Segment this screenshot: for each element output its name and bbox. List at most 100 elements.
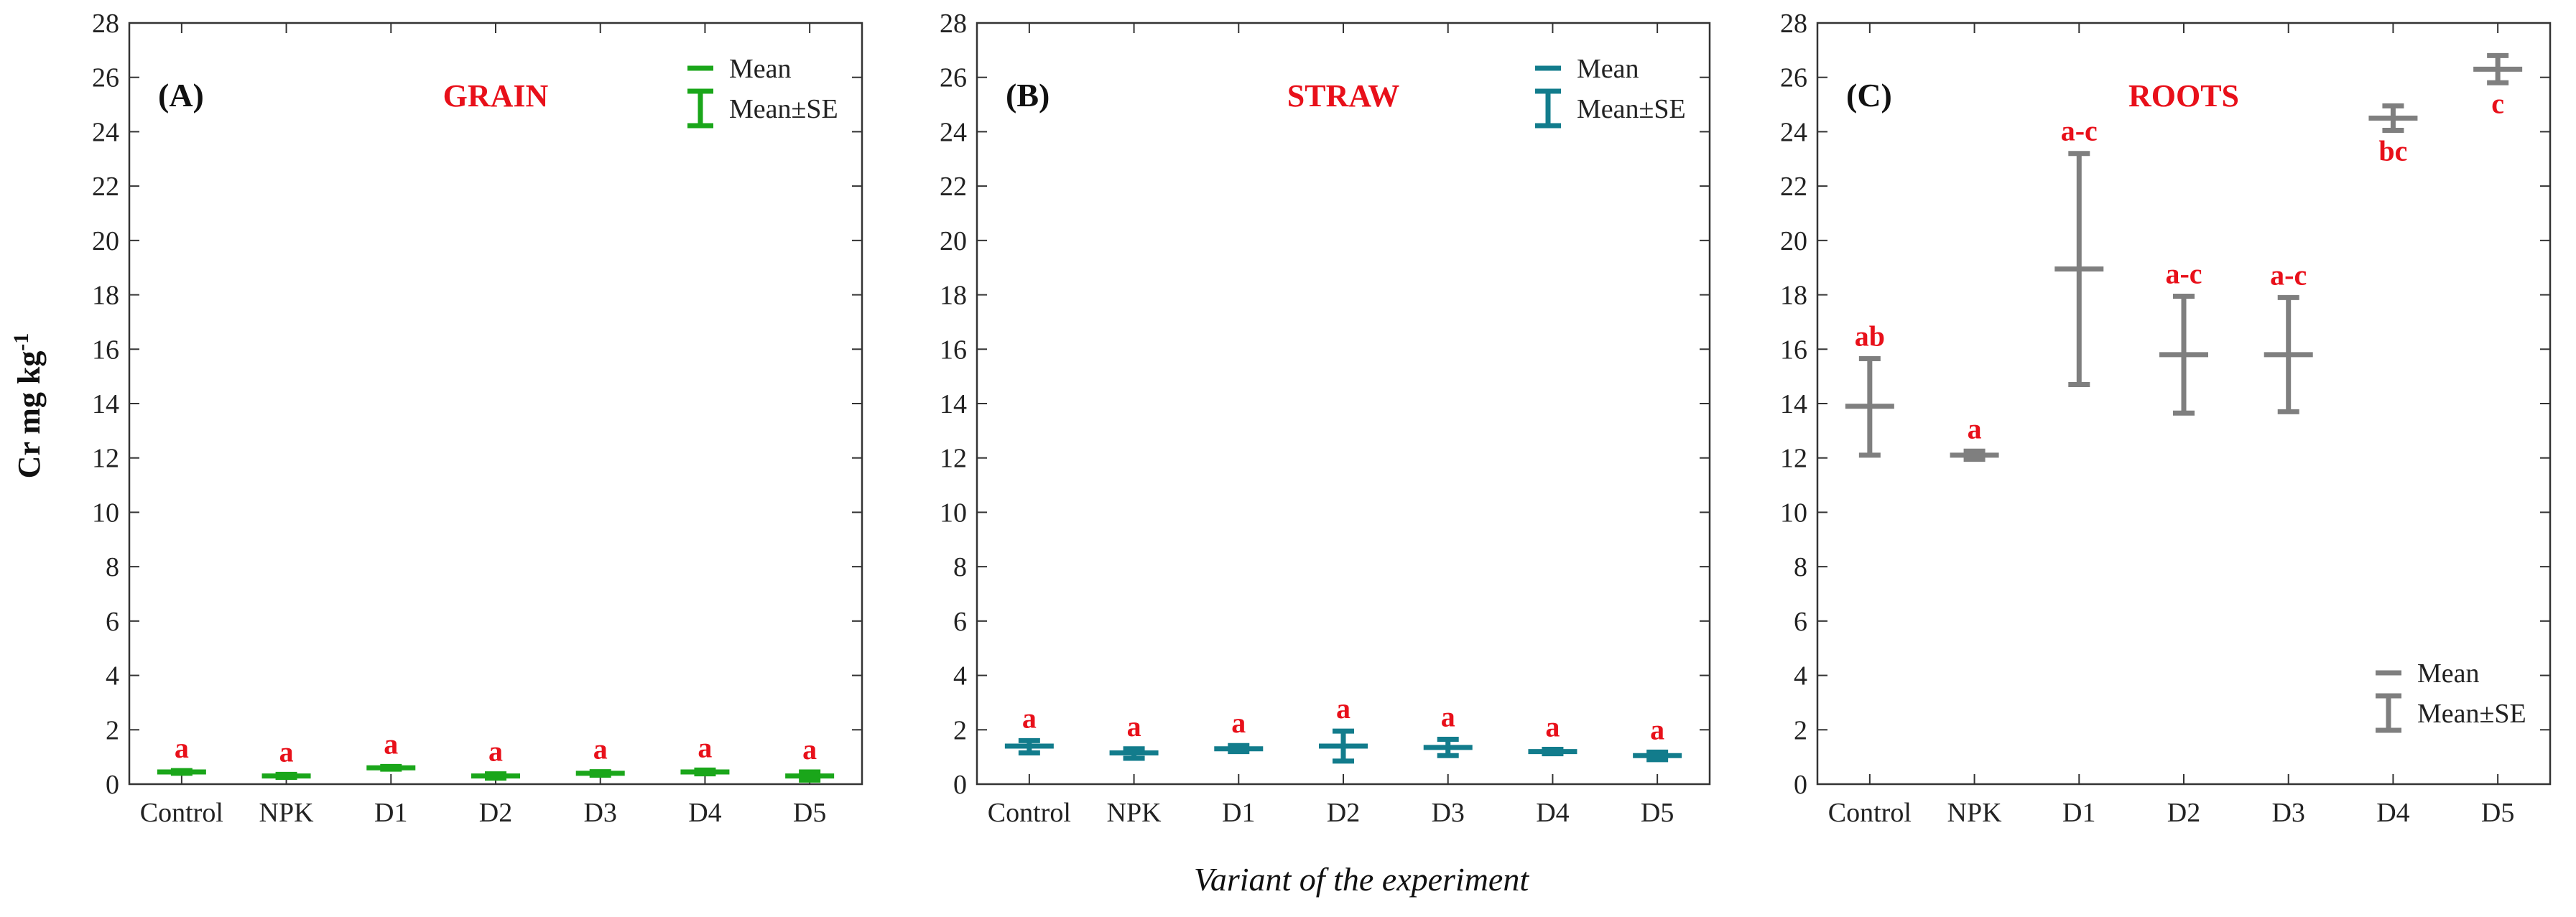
y-axis-label-sup: -1 <box>9 333 33 351</box>
y-tick-label: 4 <box>953 661 967 692</box>
y-tick-label: 20 <box>1780 226 1807 256</box>
y-tick-label: 18 <box>92 281 119 311</box>
y-tick-label: 12 <box>92 444 119 474</box>
significance-label: a-c <box>2270 259 2307 291</box>
y-tick-label: 14 <box>1780 389 1807 419</box>
errorbar-NPK <box>1109 746 1159 761</box>
y-tick-label: 10 <box>940 498 967 528</box>
y-tick-label: 4 <box>1794 661 1807 692</box>
errorbar-Control <box>157 768 206 776</box>
errorbar-D1 <box>2054 151 2104 387</box>
significance-label: a <box>175 732 189 764</box>
y-tick-label: 28 <box>1780 9 1807 39</box>
errorbar-Control <box>1004 737 1054 755</box>
significance-label: a <box>1336 692 1350 725</box>
y-tick-label: 4 <box>106 661 119 692</box>
y-tick-label: 16 <box>92 335 119 365</box>
y-tick-label: 2 <box>1794 715 1807 745</box>
x-tick-label: Control <box>1828 798 1912 828</box>
legend-mean-label: Mean <box>1577 54 1639 84</box>
errorbar-NPK <box>261 771 311 781</box>
errorbar-D5 <box>2473 52 2523 85</box>
errorbar-D2 <box>2159 293 2208 416</box>
plot-frame <box>128 22 863 786</box>
y-tick-label: 22 <box>940 172 967 202</box>
y-tick-label: 24 <box>92 117 119 147</box>
x-tick-label: D1 <box>2062 798 2095 828</box>
significance-label: a <box>1231 707 1246 739</box>
errorbar-D3 <box>2264 294 2313 414</box>
x-tick-label: NPK <box>1107 798 1162 828</box>
y-tick-label: 18 <box>940 281 967 311</box>
y-tick-label: 6 <box>1794 607 1807 637</box>
panel-letter: (A) <box>158 77 204 113</box>
y-tick-label: 6 <box>106 607 119 637</box>
significance-label: a <box>1650 713 1664 745</box>
y-axis-label-main: Cr mg kg <box>11 351 47 479</box>
y-tick-label: 16 <box>940 335 967 365</box>
panel-title: STRAW <box>1287 78 1400 113</box>
y-tick-label: 10 <box>1780 498 1807 528</box>
x-tick-label: D1 <box>374 798 407 828</box>
panel-letter: (B) <box>1006 77 1050 113</box>
errorbar-D4 <box>680 767 730 777</box>
significance-label: a <box>1545 711 1560 743</box>
significance-label: a-c <box>2061 115 2098 147</box>
legend: Mean Mean±SE <box>1535 54 1686 129</box>
y-tick-label: 14 <box>92 389 119 419</box>
y-tick-label: 22 <box>1780 172 1807 202</box>
y-axis-label: Cr mg kg-1 <box>9 333 47 479</box>
y-tick-label: 22 <box>92 172 119 202</box>
significance-label: a <box>1127 710 1141 743</box>
errorbar-D3 <box>1423 737 1473 758</box>
errorbar-D4 <box>1528 747 1577 757</box>
y-tick-label: 28 <box>940 9 967 39</box>
y-tick-label: 26 <box>92 63 119 93</box>
errorbar-D2 <box>471 771 520 781</box>
x-tick-label: D2 <box>1327 798 1360 828</box>
x-tick-label: D4 <box>2376 798 2409 828</box>
errorbar-D4 <box>2368 103 2418 134</box>
errorbar-D1 <box>1214 743 1264 755</box>
y-tick-label: 16 <box>1780 335 1807 365</box>
errorbar-D3 <box>575 769 625 778</box>
legend-se-label: Mean±SE <box>729 94 838 124</box>
significance-label: a <box>384 727 398 760</box>
y-tick-label: 24 <box>940 117 967 147</box>
y-tick-label: 18 <box>1780 281 1807 311</box>
y-tick-label: 8 <box>1794 552 1807 582</box>
errorbar-D2 <box>1319 728 1368 764</box>
legend: Mean Mean±SE <box>2376 658 2526 733</box>
y-tick-label: 14 <box>940 389 967 419</box>
significance-label: a <box>1968 412 1982 444</box>
y-tick-label: 2 <box>106 715 119 745</box>
y-tick-label: 12 <box>1780 444 1807 474</box>
significance-label: a <box>1022 702 1037 734</box>
significance-label: a <box>698 731 712 763</box>
y-tick-label: 2 <box>953 715 967 745</box>
significance-label: a <box>279 735 294 768</box>
y-tick-label: 0 <box>1794 770 1807 800</box>
legend-mean-label: Mean <box>729 54 792 84</box>
legend-se-label: Mean±SE <box>2417 699 2526 729</box>
y-tick-label: 8 <box>106 552 119 582</box>
x-tick-label: D3 <box>1431 798 1464 828</box>
x-tick-label: D4 <box>1536 798 1569 828</box>
x-tick-label: D5 <box>1641 798 1674 828</box>
significance-label: a <box>802 733 817 765</box>
y-tick-label: 12 <box>940 444 967 474</box>
y-tick-label: 20 <box>940 226 967 256</box>
panel-title: GRAIN <box>443 78 549 113</box>
significance-label: a-c <box>2165 257 2202 289</box>
significance-label: c <box>2491 87 2504 119</box>
x-tick-label: NPK <box>259 798 315 828</box>
x-tick-label: D5 <box>2481 798 2514 828</box>
errorbar-NPK <box>1950 448 1999 462</box>
significance-label: a <box>488 735 503 768</box>
legend-se-label: Mean±SE <box>1577 94 1686 124</box>
significance-label: bc <box>2378 135 2407 167</box>
errorbar-D5 <box>1633 749 1682 763</box>
